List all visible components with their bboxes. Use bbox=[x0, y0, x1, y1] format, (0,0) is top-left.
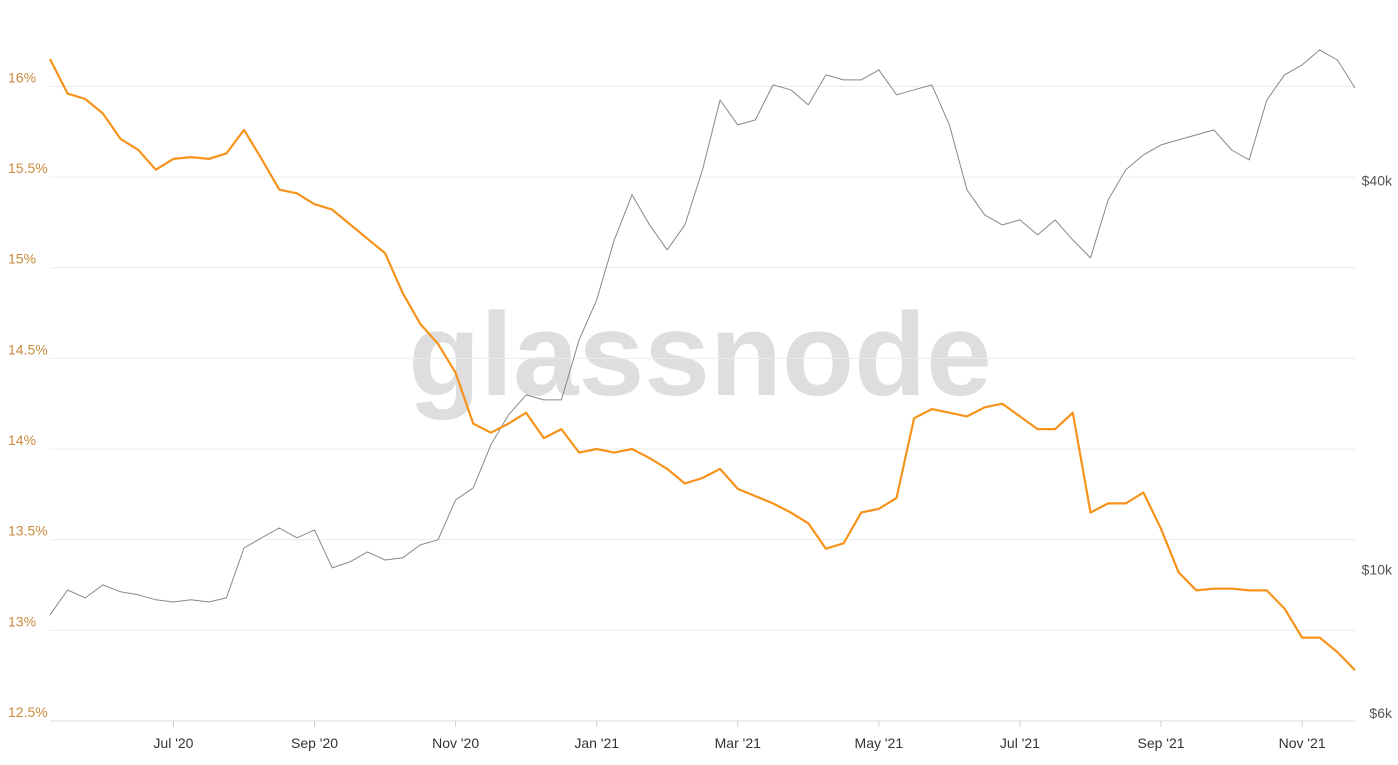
y-tick-label: 14% bbox=[8, 432, 36, 448]
x-tick-label: Jul '21 bbox=[1000, 735, 1040, 751]
x-tick-label: May '21 bbox=[855, 735, 904, 751]
y-tick-label: 13.5% bbox=[8, 523, 48, 539]
y2-tick-label: $10k bbox=[1362, 562, 1393, 578]
y-tick-label: 16% bbox=[8, 69, 36, 85]
watermark: glassnode bbox=[408, 289, 992, 421]
y-tick-label: 15.5% bbox=[8, 160, 48, 176]
x-tick-label: Sep '20 bbox=[291, 735, 338, 751]
y2-tick-label: $6k bbox=[1369, 705, 1393, 721]
x-tick-label: Sep '21 bbox=[1137, 735, 1184, 751]
x-tick-label: Mar '21 bbox=[715, 735, 761, 751]
series-line bbox=[49, 58, 1356, 671]
x-tick-label: Nov '21 bbox=[1279, 735, 1326, 751]
y2-tick-label: $40k bbox=[1362, 173, 1393, 189]
y-tick-label: 13% bbox=[8, 613, 36, 629]
x-tick-label: Jan '21 bbox=[574, 735, 619, 751]
y-tick-label: 15% bbox=[8, 251, 36, 267]
series-line bbox=[49, 49, 1356, 616]
y-tick-label: 14.5% bbox=[8, 341, 48, 357]
y-tick-label: 12.5% bbox=[8, 704, 48, 720]
x-tick-label: Nov '20 bbox=[432, 735, 479, 751]
x-tick-label: Jul '20 bbox=[153, 735, 193, 751]
